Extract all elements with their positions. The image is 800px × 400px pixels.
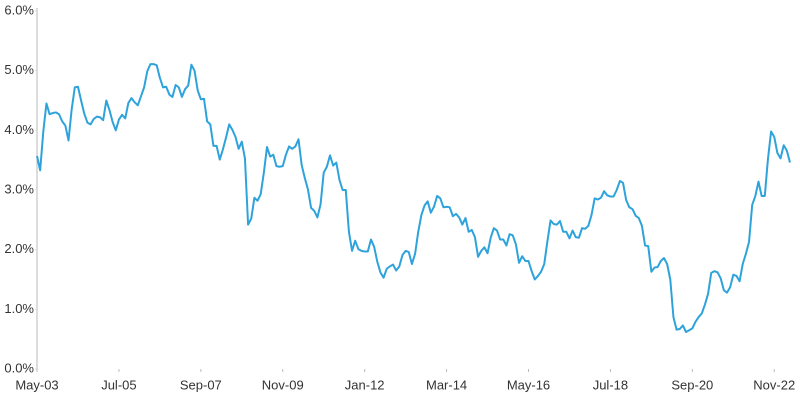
x-tick-label: Jan-12: [345, 377, 385, 392]
x-tick-label: Jul-05: [101, 377, 136, 392]
x-tick-label: Nov-22: [753, 377, 795, 392]
y-tick-label: 5.0%: [4, 62, 34, 77]
x-tick-label: Nov-09: [262, 377, 304, 392]
y-tick-label: 6.0%: [4, 2, 34, 17]
y-tick-label: 3.0%: [4, 181, 34, 196]
x-tick-label: Mar-14: [426, 377, 467, 392]
x-tick-label: May-03: [15, 377, 58, 392]
x-tick-label: Jul-18: [593, 377, 628, 392]
y-tick-label: 4.0%: [4, 122, 34, 137]
x-tick-label: Sep-20: [671, 377, 713, 392]
line-series: [36, 63, 791, 334]
y-tick-label: 2.0%: [4, 241, 34, 256]
y-tick-label: 0.0%: [4, 360, 34, 375]
y-tick-label: 1.0%: [4, 301, 34, 316]
x-tick-label: May-16: [507, 377, 550, 392]
x-tick-label: Sep-07: [180, 377, 222, 392]
